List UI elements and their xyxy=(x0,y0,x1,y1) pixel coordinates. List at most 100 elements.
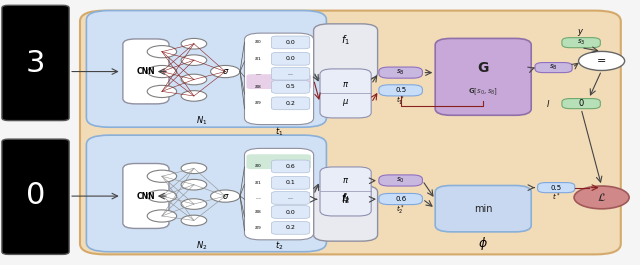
Text: 0.5: 0.5 xyxy=(395,87,406,93)
FancyBboxPatch shape xyxy=(2,139,69,254)
Text: ...: ... xyxy=(255,196,261,200)
Text: min: min xyxy=(474,204,492,214)
Text: 0: 0 xyxy=(26,181,45,210)
Text: 3: 3 xyxy=(26,48,45,78)
Text: $x_1$: $x_1$ xyxy=(47,58,58,68)
Text: $s_9$: $s_9$ xyxy=(254,224,262,232)
Text: $N_2$: $N_2$ xyxy=(196,240,207,252)
FancyBboxPatch shape xyxy=(86,135,326,252)
FancyBboxPatch shape xyxy=(86,11,326,127)
Text: $f_2$: $f_2$ xyxy=(341,192,350,206)
FancyBboxPatch shape xyxy=(246,74,311,89)
Circle shape xyxy=(181,91,207,101)
FancyBboxPatch shape xyxy=(379,67,422,78)
FancyBboxPatch shape xyxy=(271,222,310,234)
Text: ...: ... xyxy=(287,71,294,76)
Text: $\mu$: $\mu$ xyxy=(342,194,349,205)
Circle shape xyxy=(147,170,177,182)
Text: $l$: $l$ xyxy=(547,98,550,109)
FancyBboxPatch shape xyxy=(271,176,310,189)
Text: $y$: $y$ xyxy=(577,27,585,38)
FancyBboxPatch shape xyxy=(535,63,572,73)
FancyBboxPatch shape xyxy=(271,52,310,65)
Text: =: = xyxy=(597,56,606,66)
Text: $\mathbf{G}[s_0,s_8]$: $\mathbf{G}[s_0,s_8]$ xyxy=(468,86,499,97)
Text: $N_1$: $N_1$ xyxy=(196,114,207,127)
Text: ...: ... xyxy=(255,71,261,76)
Circle shape xyxy=(181,55,207,65)
Text: CNN: CNN xyxy=(136,192,156,201)
Circle shape xyxy=(181,38,207,49)
Text: $\sigma$: $\sigma$ xyxy=(221,67,229,76)
Text: $f_2$: $f_2$ xyxy=(341,191,350,205)
FancyBboxPatch shape xyxy=(379,193,422,205)
FancyBboxPatch shape xyxy=(314,186,378,241)
Text: 0.1: 0.1 xyxy=(285,180,296,185)
Text: $s_9$: $s_9$ xyxy=(254,99,262,107)
Text: $s_8$: $s_8$ xyxy=(254,83,262,91)
FancyBboxPatch shape xyxy=(123,164,169,228)
FancyBboxPatch shape xyxy=(435,186,531,232)
FancyBboxPatch shape xyxy=(379,85,422,96)
FancyBboxPatch shape xyxy=(2,5,69,121)
Text: 0.0: 0.0 xyxy=(285,210,296,214)
FancyBboxPatch shape xyxy=(314,24,378,80)
FancyBboxPatch shape xyxy=(80,11,621,254)
Text: $f_1$: $f_1$ xyxy=(341,33,350,47)
Circle shape xyxy=(181,215,207,226)
Text: G: G xyxy=(477,61,489,74)
FancyBboxPatch shape xyxy=(271,160,310,173)
FancyBboxPatch shape xyxy=(271,81,310,93)
Text: $\phi$: $\phi$ xyxy=(478,235,488,252)
Text: 0.2: 0.2 xyxy=(285,226,296,230)
Text: $\pi$: $\pi$ xyxy=(342,80,349,89)
FancyBboxPatch shape xyxy=(320,167,371,216)
Text: 0: 0 xyxy=(579,99,584,108)
Text: $\mu$: $\mu$ xyxy=(342,97,349,108)
Circle shape xyxy=(147,190,177,202)
Text: $s_1$: $s_1$ xyxy=(254,55,262,63)
Text: 0.0: 0.0 xyxy=(285,56,296,61)
FancyBboxPatch shape xyxy=(271,192,310,204)
FancyBboxPatch shape xyxy=(320,69,371,118)
Text: 0.5: 0.5 xyxy=(550,185,562,191)
Text: $\mathcal{L}$: $\mathcal{L}$ xyxy=(597,191,606,204)
Circle shape xyxy=(579,51,625,70)
Text: $t^*$: $t^*$ xyxy=(552,192,561,203)
Text: 0.0: 0.0 xyxy=(285,40,296,45)
Circle shape xyxy=(147,210,177,222)
Text: $t_1$: $t_1$ xyxy=(275,125,284,138)
Text: $s_3$: $s_3$ xyxy=(577,38,586,47)
Circle shape xyxy=(147,46,177,58)
FancyBboxPatch shape xyxy=(379,175,422,186)
FancyBboxPatch shape xyxy=(562,99,600,109)
Circle shape xyxy=(211,65,240,78)
Text: $s_8$: $s_8$ xyxy=(549,63,558,72)
Circle shape xyxy=(211,190,240,202)
Text: $t_2$: $t_2$ xyxy=(275,239,284,252)
Text: $s_8$: $s_8$ xyxy=(254,208,262,216)
Text: 0.2: 0.2 xyxy=(285,101,296,106)
Text: $x_2$: $x_2$ xyxy=(47,190,58,201)
Text: $\pi$: $\pi$ xyxy=(342,176,349,185)
FancyBboxPatch shape xyxy=(435,38,531,115)
Circle shape xyxy=(181,199,207,209)
Text: $s_1$: $s_1$ xyxy=(254,179,262,187)
Text: CNN: CNN xyxy=(136,67,156,76)
Text: ...: ... xyxy=(287,196,294,200)
Text: $s_8$: $s_8$ xyxy=(396,68,405,77)
Text: $t_2^*$: $t_2^*$ xyxy=(396,203,405,217)
Text: $t_1^*$: $t_1^*$ xyxy=(396,95,405,108)
Circle shape xyxy=(147,85,177,98)
FancyBboxPatch shape xyxy=(271,97,310,110)
FancyBboxPatch shape xyxy=(123,39,169,104)
FancyBboxPatch shape xyxy=(538,183,575,193)
FancyBboxPatch shape xyxy=(244,148,314,240)
FancyBboxPatch shape xyxy=(562,38,600,48)
Circle shape xyxy=(181,179,207,190)
Circle shape xyxy=(181,163,207,174)
Circle shape xyxy=(181,74,207,85)
Text: 0.6: 0.6 xyxy=(285,164,296,169)
Circle shape xyxy=(574,186,629,209)
FancyBboxPatch shape xyxy=(246,154,311,169)
